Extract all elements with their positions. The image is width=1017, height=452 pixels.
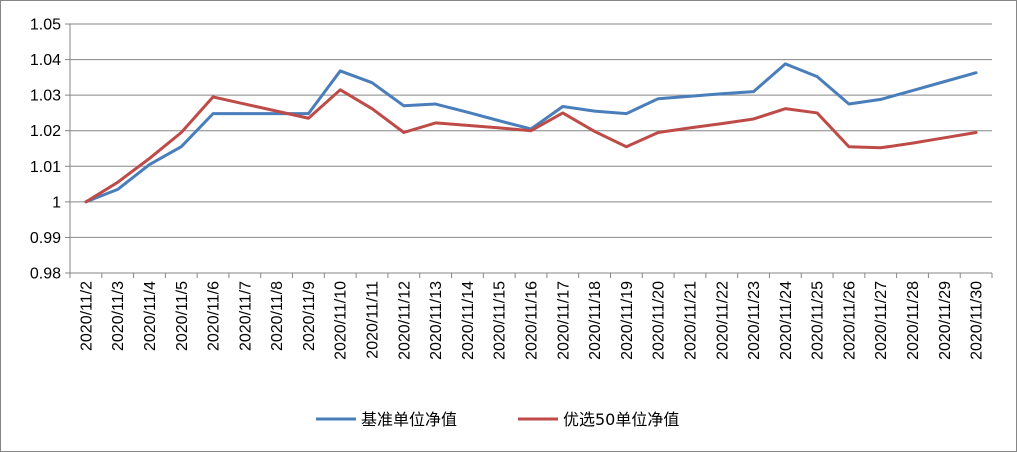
x-tick-label: 2020/11/14 [460,281,477,360]
x-tick-label: 2020/11/11 [365,281,382,359]
x-tick-label: 2020/11/29 [937,281,954,360]
x-tick-label: 2020/11/13 [428,281,445,360]
x-tick-label: 2020/11/16 [524,281,541,360]
x-axis-tick-labels: 2020/11/2 2020/11/3 2020/11/4 2020/11/5 2020… [78,281,985,360]
series-lines [84,62,978,204]
x-tick-label: 2020/11/30 [969,281,986,360]
x-tick-label: 2020/11/24 [778,281,795,360]
x-tick-label: 2020/11/8 [269,281,286,351]
grid-lines [70,23,992,274]
x-tick-label: 2020/11/25 [810,281,827,360]
x-tick-label: 2020/11/3 [110,281,127,351]
series-line-benchmark [84,62,978,204]
y-tick-label: 1.02 [30,123,61,140]
y-tick-label: 1 [52,194,61,211]
x-tick-label: 2020/11/20 [651,281,668,360]
legend-item-youxuan50: 优选50单位净值 [518,410,679,429]
y-tick-label: 1.01 [30,159,61,176]
x-tick-label: 2020/11/21 [682,281,699,360]
x-tick-label: 2020/11/23 [746,281,763,360]
axes [65,23,993,278]
x-tick-label: 2020/11/17 [555,281,572,360]
series-line-youxuan50 [84,88,978,204]
x-tick-label: 2020/11/19 [619,281,636,360]
x-tick-label: 2020/11/22 [714,281,731,360]
y-tick-label: 0.98 [30,266,61,283]
x-tick-label: 2020/11/4 [142,281,159,351]
x-tick-label: 2020/11/6 [206,281,223,351]
legend-item-benchmark: 基准单位净值 [316,410,457,429]
x-tick-label: 2020/11/27 [873,281,890,360]
legend-label: 优选50单位净值 [563,410,679,429]
x-tick-label: 2020/11/28 [905,281,922,360]
legend-label: 基准单位净值 [361,410,457,429]
y-tick-label: 1.05 [30,17,61,34]
y-axis-tick-labels: 0.98 0.99 1 1.01 1.02 1.03 1.04 1.05 [30,17,61,283]
x-tick-label: 2020/11/15 [492,281,509,360]
x-tick-label: 2020/11/9 [301,281,318,351]
y-tick-label: 1.04 [30,52,61,69]
y-tick-label: 1.03 [30,88,61,105]
legend: 基准单位净值 优选50单位净值 [316,410,679,429]
x-tick-label: 2020/11/7 [237,281,254,351]
x-tick-label: 2020/11/12 [396,281,413,360]
x-tick-label: 2020/11/5 [174,281,191,351]
y-tick-label: 0.99 [30,230,61,247]
x-tick-label: 2020/11/2 [78,281,95,351]
x-tick-label: 2020/11/26 [841,281,858,360]
x-tick-label: 2020/11/10 [333,281,350,360]
x-tick-label: 2020/11/18 [587,281,604,360]
